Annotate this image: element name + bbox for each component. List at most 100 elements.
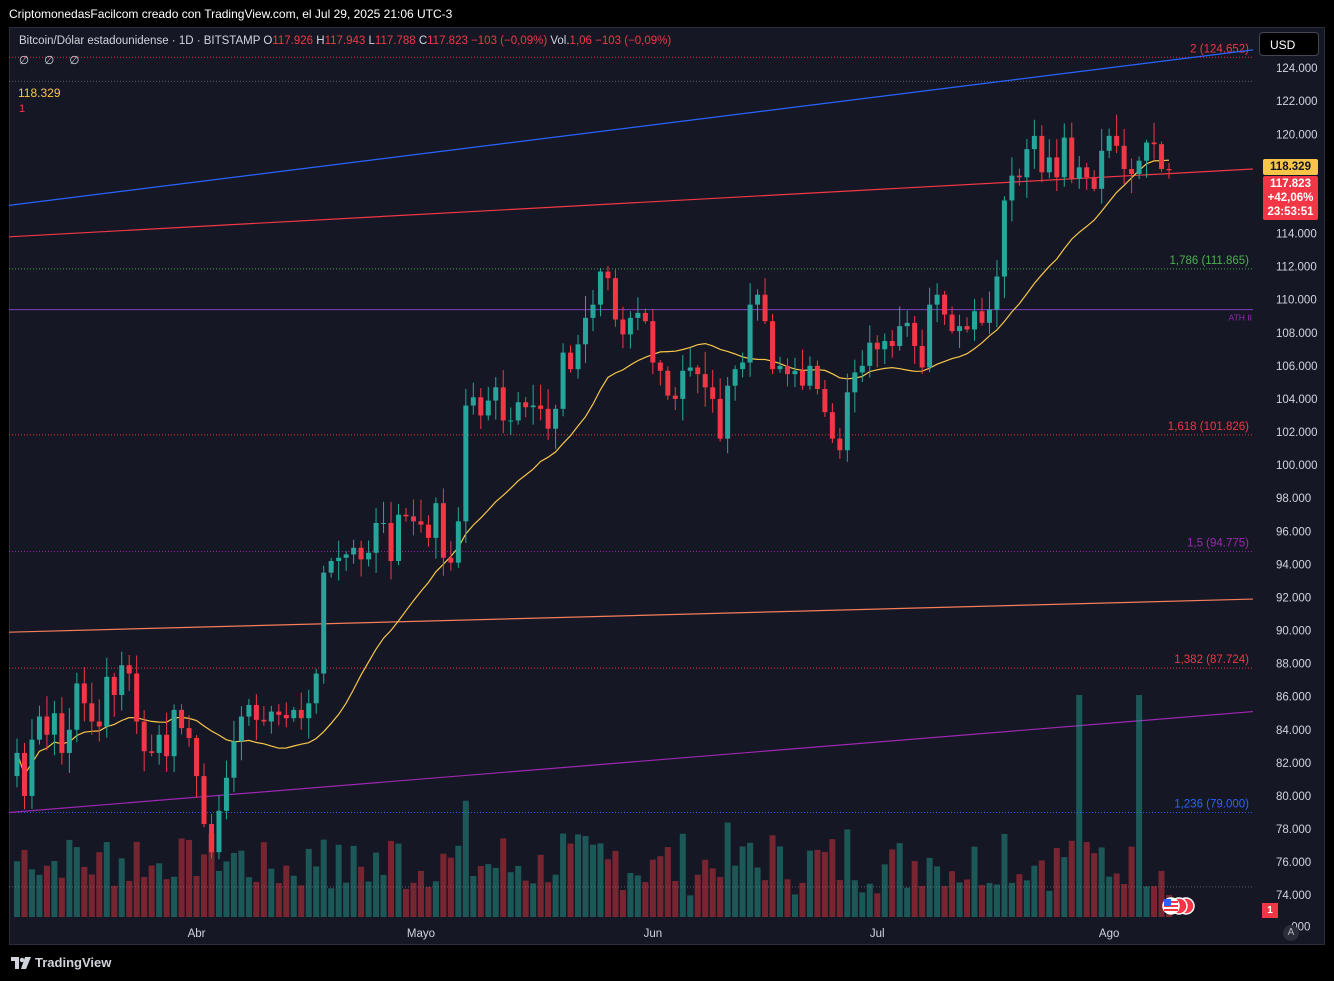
volume-bar — [14, 861, 20, 917]
candle-body — [859, 365, 865, 373]
volume-bar — [560, 833, 567, 917]
legend-high-value: 117.943 — [324, 35, 366, 47]
volume-bar — [993, 884, 1000, 917]
price-chart[interactable]: 2 (124.652)1,786 (111.865)1,618 (101.826… — [9, 27, 1325, 945]
legend-close-label: C — [418, 35, 428, 47]
volume-bar — [365, 881, 372, 917]
candle-body — [246, 704, 252, 717]
candle-body — [814, 365, 820, 389]
candle-body — [867, 342, 873, 366]
candle-body — [799, 370, 805, 386]
volume-bar — [739, 846, 746, 917]
candle-body — [500, 387, 506, 421]
volume-bar — [762, 880, 769, 917]
fib-level-label: 1,5 (94.775) — [1187, 538, 1249, 550]
candle-body — [627, 317, 633, 335]
tradingview-logo[interactable]: TradingView — [11, 955, 111, 970]
volume-bar — [81, 866, 88, 917]
volume-bar — [432, 881, 439, 917]
volume-bar — [148, 865, 155, 917]
price-tick-label: 112.000 — [1276, 262, 1317, 274]
volume-bar — [806, 850, 813, 917]
time-tick-label: Ago — [1099, 928, 1119, 940]
candle-body — [732, 369, 738, 386]
candle-body — [1031, 135, 1037, 150]
volume-bar — [1001, 833, 1008, 917]
volume-bar — [777, 846, 784, 917]
candle-body — [650, 321, 656, 363]
candle-body — [829, 412, 835, 439]
candle-body — [837, 438, 843, 451]
candle-body — [912, 322, 918, 346]
volume-bar — [163, 879, 170, 917]
volume-bar — [380, 874, 387, 917]
volume-bar — [193, 875, 200, 917]
candle-body — [403, 514, 409, 517]
volume-bar — [417, 870, 424, 917]
currency-button[interactable]: USD — [1259, 32, 1319, 56]
volume-bar — [245, 877, 252, 917]
candle-body — [934, 294, 940, 305]
volume-bar — [1121, 884, 1128, 917]
volume-bar — [649, 859, 656, 917]
candle-body — [223, 777, 229, 811]
volume-bar — [186, 839, 193, 917]
candle-body — [455, 521, 461, 563]
price-tick-label: 96.000 — [1276, 526, 1311, 538]
candle-body — [822, 389, 828, 413]
volume-bar — [201, 854, 208, 917]
volume-bar — [96, 852, 103, 917]
volume-bar — [260, 842, 267, 917]
volume-bar — [1008, 882, 1015, 917]
candle-body — [515, 402, 521, 421]
volume-bar — [425, 887, 432, 917]
volume-bar — [358, 866, 365, 917]
volume-bar — [1128, 846, 1135, 917]
candle-body — [111, 676, 117, 696]
volume-bar — [223, 861, 230, 917]
candle-body — [276, 711, 282, 715]
candle-body — [208, 824, 214, 853]
volume-bar — [851, 880, 858, 917]
volume-bar — [283, 865, 290, 917]
trendline-purple — [9, 710, 1254, 814]
candle-body — [440, 503, 446, 558]
candle-body — [1099, 150, 1105, 189]
volume-bar — [328, 888, 335, 917]
candle-body — [695, 367, 701, 375]
candle-body — [672, 395, 678, 399]
volume-bar — [43, 865, 50, 917]
volume-bar — [313, 866, 320, 917]
volume-bar — [919, 886, 926, 917]
candle-body — [784, 365, 790, 375]
volume-bar — [702, 859, 709, 917]
candle-body — [1136, 160, 1142, 174]
volume-bar — [1083, 842, 1090, 917]
volume-bar — [215, 870, 222, 917]
legend-volume-label: Vol. — [550, 35, 570, 47]
volume-bar — [911, 861, 918, 917]
volume-bar — [1098, 847, 1105, 917]
candle-body — [194, 738, 200, 777]
candle-body — [156, 734, 162, 753]
volume-bar — [634, 875, 641, 917]
volume-bar — [1046, 890, 1053, 917]
volume-bar — [522, 880, 529, 917]
volume-bar — [567, 843, 574, 917]
candle-body — [253, 704, 259, 720]
volume-bar — [462, 800, 469, 917]
volume-bar — [1136, 695, 1143, 917]
candle-body — [1084, 167, 1090, 178]
candle-body — [381, 522, 387, 524]
candle-body — [81, 683, 87, 704]
candle-body — [889, 341, 895, 346]
candle-body — [291, 709, 297, 719]
candle-body — [657, 362, 663, 371]
candle-body — [710, 387, 716, 399]
candle-body — [1016, 175, 1022, 178]
time-tick-label: Jun — [644, 928, 663, 940]
us-flag-icons[interactable] — [1160, 896, 1200, 921]
auto-scale-button[interactable]: A — [1283, 925, 1299, 941]
volume-bar — [320, 839, 327, 917]
volume-bar — [642, 882, 649, 917]
